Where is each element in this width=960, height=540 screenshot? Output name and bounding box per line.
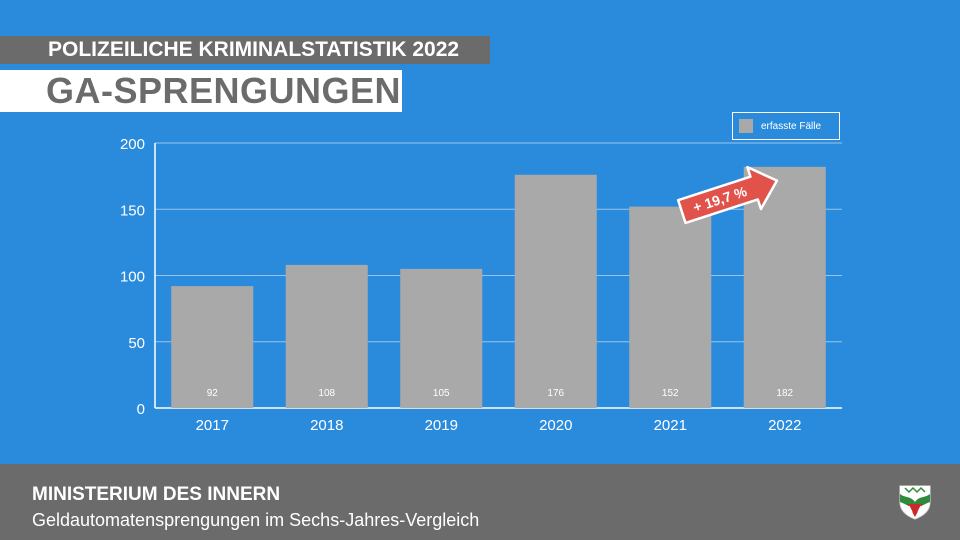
y-tick-label: 200 (120, 136, 145, 153)
nrw-crest-icon (899, 485, 931, 520)
y-tick-label: 0 (137, 401, 145, 418)
bar-value-label: 182 (776, 388, 793, 399)
header-kicker: POLIZEILICHE KRIMINALSTATISTIK 2022 (0, 36, 490, 64)
x-tick-label: 2019 (425, 417, 458, 434)
growth-annotation: + 19,7 % (676, 165, 779, 225)
y-tick-label: 100 (120, 269, 145, 286)
footer-subtitle: Geldautomatensprengungen im Sechs-Jahres… (32, 510, 480, 530)
bar-value-label: 108 (318, 388, 335, 399)
footer-band: MINISTERIUM DES INNERN Geldautomatenspre… (0, 464, 960, 540)
bar-value-label: 92 (207, 388, 219, 399)
x-tick-label: 2017 (196, 417, 229, 434)
x-tick-label: 2020 (539, 417, 572, 434)
y-tick-label: 150 (120, 202, 145, 219)
legend-swatch (739, 119, 753, 133)
bar-value-label: 176 (547, 388, 564, 399)
chart-bars: 92 2017 108 2018 105 2019 176 2020 152 2021 182 202… (171, 166, 826, 434)
bar-2018 (285, 264, 368, 408)
x-tick-label: 2022 (768, 417, 801, 434)
bar-2019 (400, 268, 483, 408)
bar-2021 (629, 206, 712, 408)
bar-2020 (514, 174, 597, 408)
chart-legend: erfasste Fälle (732, 112, 840, 140)
bar-chart: 0 50 100 150 200 92 2017 108 2018 105 2019 176 2020… (120, 136, 842, 434)
bar-2017 (171, 286, 254, 408)
bar-2022 (743, 166, 826, 408)
page-title: GA-SPRENGUNGEN (0, 70, 402, 112)
footer-title: MINISTERIUM DES INNERN (32, 484, 281, 505)
y-tick-label: 50 (128, 335, 145, 352)
legend-label: erfasste Fälle (761, 120, 822, 132)
x-tick-label: 2021 (654, 417, 687, 434)
growth-arrow-icon (676, 165, 779, 225)
bar-value-label: 152 (662, 388, 679, 399)
x-tick-label: 2018 (310, 417, 343, 434)
bar-value-label: 105 (433, 388, 450, 399)
